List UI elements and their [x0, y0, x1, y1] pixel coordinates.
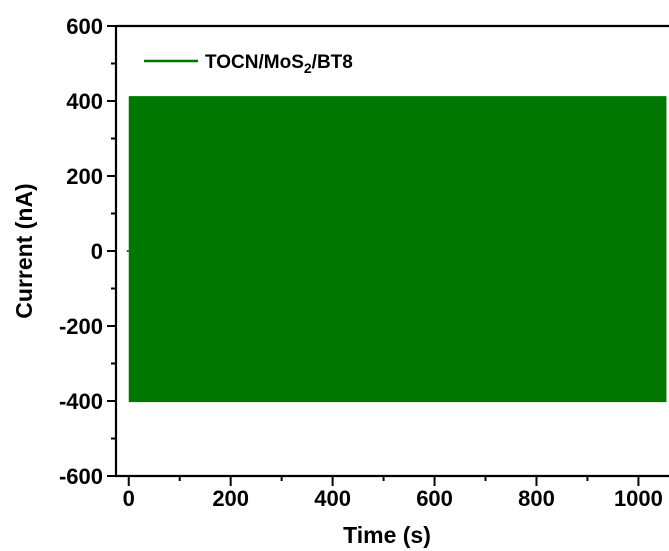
- series-band-0: [128, 96, 667, 403]
- y-tick-label: 200: [66, 164, 103, 189]
- legend: TOCN/MoS2/BT8: [144, 52, 353, 76]
- y-tick-label: -600: [59, 464, 103, 489]
- y-axis-title: Current (nA): [11, 183, 37, 318]
- ticks: 0 200 400 600 800 1000 -600 -400 -200 0 200 400 600: [59, 14, 663, 511]
- x-tick-label: 600: [416, 486, 453, 511]
- y-tick-label: 0: [91, 239, 103, 264]
- y-tick-label: -200: [59, 314, 103, 339]
- x-tick-label: 1000: [614, 486, 663, 511]
- x-tick-label: 0: [123, 486, 135, 511]
- x-tick-label: 400: [314, 486, 351, 511]
- x-tick-label: 200: [212, 486, 249, 511]
- legend-label: TOCN/MoS2/BT8: [205, 52, 353, 76]
- plot-area: [126, 96, 667, 403]
- y-tick-label: 600: [66, 14, 103, 39]
- y-tick-label: 400: [66, 89, 103, 114]
- x-tick-label: 800: [518, 486, 555, 511]
- x-axis-title: Time (s): [343, 522, 431, 548]
- y-tick-label: -400: [59, 389, 103, 414]
